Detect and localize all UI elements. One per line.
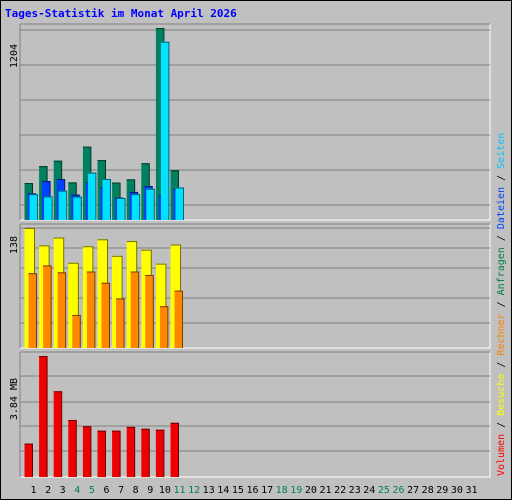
bar-seiten-7 [117,197,126,220]
bar-rechner-6 [101,282,110,348]
x-tick-label: 13 [203,485,215,496]
x-tick-label: 23 [349,485,361,496]
legend-separator: / [496,416,507,434]
x-tick-label: 12 [188,485,200,496]
bar-volumen-7 [112,430,121,477]
bar-anfragen-10 [155,28,164,220]
bar-rechner-2 [43,265,52,348]
legend-rechner: Rechner [496,313,507,355]
x-tick-label: 20 [305,485,317,496]
x-tick-label: 22 [334,485,346,496]
bar-rechner-3 [57,272,66,348]
bar-volumen-3 [53,391,62,477]
bar-rechner-7 [116,298,125,348]
panel-max-label: 138 [9,236,20,254]
x-tick-label: 18 [276,485,288,496]
bar-volumen-11 [170,422,179,477]
bar-seiten-3 [58,190,67,220]
bar-besuche-10 [155,263,166,348]
bar-seiten-9 [146,188,155,220]
x-tick-label: 8 [133,485,139,496]
x-tick-label: 11 [173,485,185,496]
x-tick-label: 4 [74,485,80,496]
bar-volumen-5 [82,426,91,477]
x-tick-label: 31 [465,485,477,496]
legend-seiten: Seiten [496,133,507,169]
bar-seiten-8 [131,194,140,220]
panel-max-label: 3.84 MB [9,378,20,420]
x-tick-label: 16 [246,485,258,496]
bar-seiten-11 [175,187,184,220]
bar-seiten-5 [87,172,96,220]
x-tick-label: 5 [89,485,95,496]
x-tick-label: 14 [217,485,229,496]
x-tick-label: 1 [30,485,36,496]
bar-seiten-1 [29,194,38,220]
x-tick-label: 3 [60,485,66,496]
bar-rechner-1 [28,273,37,348]
x-tick-label: 21 [319,485,331,496]
x-tick-label: 6 [103,485,109,496]
x-tick-label: 17 [261,485,273,496]
x-tick-label: 15 [232,485,244,496]
x-tick-label: 26 [392,485,404,496]
bar-volumen-9 [141,428,150,477]
chart-title: Tages-Statistik im Monat April 2026 [5,7,237,20]
legend-dateien: Dateien [496,187,507,229]
x-tick-label: 28 [422,485,434,496]
bar-volumen-1 [24,443,33,477]
bar-volumen-2 [39,356,48,477]
x-tick-label: 7 [118,485,124,496]
bar-rechner-10 [159,306,168,348]
x-tick-label: 19 [290,485,302,496]
legend-separator: / [496,229,507,247]
legend-anfragen: Anfragen [496,247,507,295]
panel-max-label: 1204 [9,44,20,68]
bar-seiten-10 [160,41,169,220]
x-tick-label: 29 [436,485,448,496]
x-tick-label: 2 [45,485,51,496]
bar-volumen-6 [97,430,106,477]
x-tick-label: 24 [363,485,375,496]
x-tick-label: 30 [451,485,463,496]
legend-besuche: Besuche [496,374,507,416]
legend-separator: / [496,356,507,374]
bar-rechner-9 [145,274,154,348]
x-tick-label: 25 [378,485,390,496]
legend-volumen: Volumen [496,434,507,476]
legend-separator: / [496,169,507,187]
legend: Volumen / Besuche / Rechner / Anfragen /… [496,133,507,476]
bar-rechner-8 [130,271,139,348]
bar-rechner-5 [86,271,95,348]
bar-rechner-4 [72,314,81,348]
bar-volumen-10 [155,429,164,477]
x-tick-label: 27 [407,485,419,496]
bar-besuche-4 [68,262,79,348]
bar-seiten-6 [102,179,111,220]
bar-seiten-2 [44,196,53,220]
x-tick-label: 10 [159,485,171,496]
legend-separator: / [496,295,507,313]
x-tick-label: 9 [147,485,153,496]
bar-volumen-4 [68,419,77,477]
bar-rechner-11 [174,290,183,348]
bar-volumen-8 [126,426,135,477]
bar-seiten-4 [73,196,82,220]
